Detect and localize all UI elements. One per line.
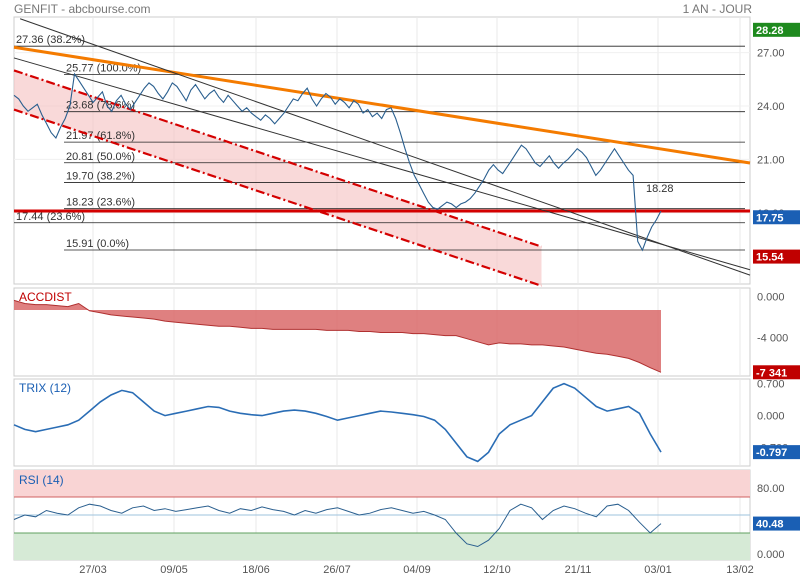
- y-tick-label: -4 000: [757, 333, 788, 345]
- x-tick-label: 27/03: [79, 564, 107, 576]
- price-badge: [753, 210, 800, 225]
- x-tick-label: 26/07: [323, 564, 351, 576]
- fib-level-label: 20.81 (50.0%): [66, 151, 135, 163]
- price-badge-label: 28.28: [756, 25, 784, 37]
- y-tick-label: 24.00: [757, 101, 785, 113]
- accdist-badge: [753, 365, 800, 380]
- fib-level-label: 27.36 (38.2%): [16, 34, 85, 46]
- y-tick-label: 21.00: [757, 154, 785, 166]
- x-tick-label: 12/10: [483, 564, 511, 576]
- fib-level-label: 23.68 (78.6%): [66, 100, 135, 112]
- trix-badge-label: -0.797: [756, 447, 787, 459]
- price-badge: [753, 22, 800, 37]
- channel-fill: [14, 70, 542, 286]
- fib-level-label: 21.97 (61.8%): [66, 130, 135, 142]
- trend-line: [13, 45, 751, 165]
- fib-level-label: 19.70 (38.2%): [66, 171, 135, 183]
- y-tick-label: 27.00: [757, 48, 785, 60]
- rsi-badge: [753, 516, 800, 531]
- x-tick-label: 09/05: [160, 564, 188, 576]
- fib-level-label: 17.44 (23.6%): [16, 211, 85, 223]
- x-tick-label: 18/06: [242, 564, 270, 576]
- x-tick-label: 13/02: [726, 564, 754, 576]
- panel-frame-price: [13, 16, 751, 285]
- y-tick-label: 80.00: [757, 483, 785, 495]
- price-line: [13, 72, 662, 252]
- y-tick-label: 0.700: [757, 379, 785, 391]
- period-label: 1 AN - JOUR: [682, 2, 752, 16]
- channel-border-upper: [13, 69, 542, 248]
- price-badge-label: 15.54: [756, 252, 784, 264]
- panel-frame-accdist: [13, 287, 751, 377]
- x-tick-label: 21/11: [565, 564, 592, 576]
- trix-label: TRIX (12): [19, 381, 71, 395]
- trend-line: [19, 18, 751, 276]
- fib-level-label: 18.23 (23.6%): [66, 197, 135, 209]
- accdist-label: ACCDIST: [19, 290, 72, 304]
- rsi-oversold-zone: [14, 533, 750, 560]
- trix-line: [13, 382, 662, 463]
- chart-title: GENFIT - abcbourse.com: [14, 2, 151, 16]
- price-badge-label: 17.75: [756, 212, 784, 224]
- accdist-badge-label: -7 341: [756, 367, 787, 379]
- rsi-badge-label: 40.48: [756, 519, 784, 531]
- panel-frame-trix: [13, 378, 751, 467]
- trend-line: [13, 57, 751, 271]
- y-tick-label: 0.000: [757, 549, 785, 561]
- accdist-line: [13, 299, 662, 373]
- rsi-overbought-zone: [14, 470, 750, 497]
- y-tick-label: 0.000: [757, 411, 785, 423]
- x-tick-label: 03/01: [644, 564, 672, 576]
- price-annotation: 18.28: [646, 183, 674, 195]
- x-tick-label: 04/09: [403, 564, 431, 576]
- rsi-line: [13, 503, 662, 548]
- rsi-label: RSI (14): [19, 473, 64, 487]
- trix-badge: [753, 445, 800, 460]
- fib-level-label: 15.91 (0.0%): [66, 238, 129, 250]
- price-badge: [753, 249, 800, 264]
- accdist-area: [14, 300, 661, 373]
- y-tick-label: 0.000: [757, 291, 785, 303]
- channel-border-lower: [13, 108, 542, 287]
